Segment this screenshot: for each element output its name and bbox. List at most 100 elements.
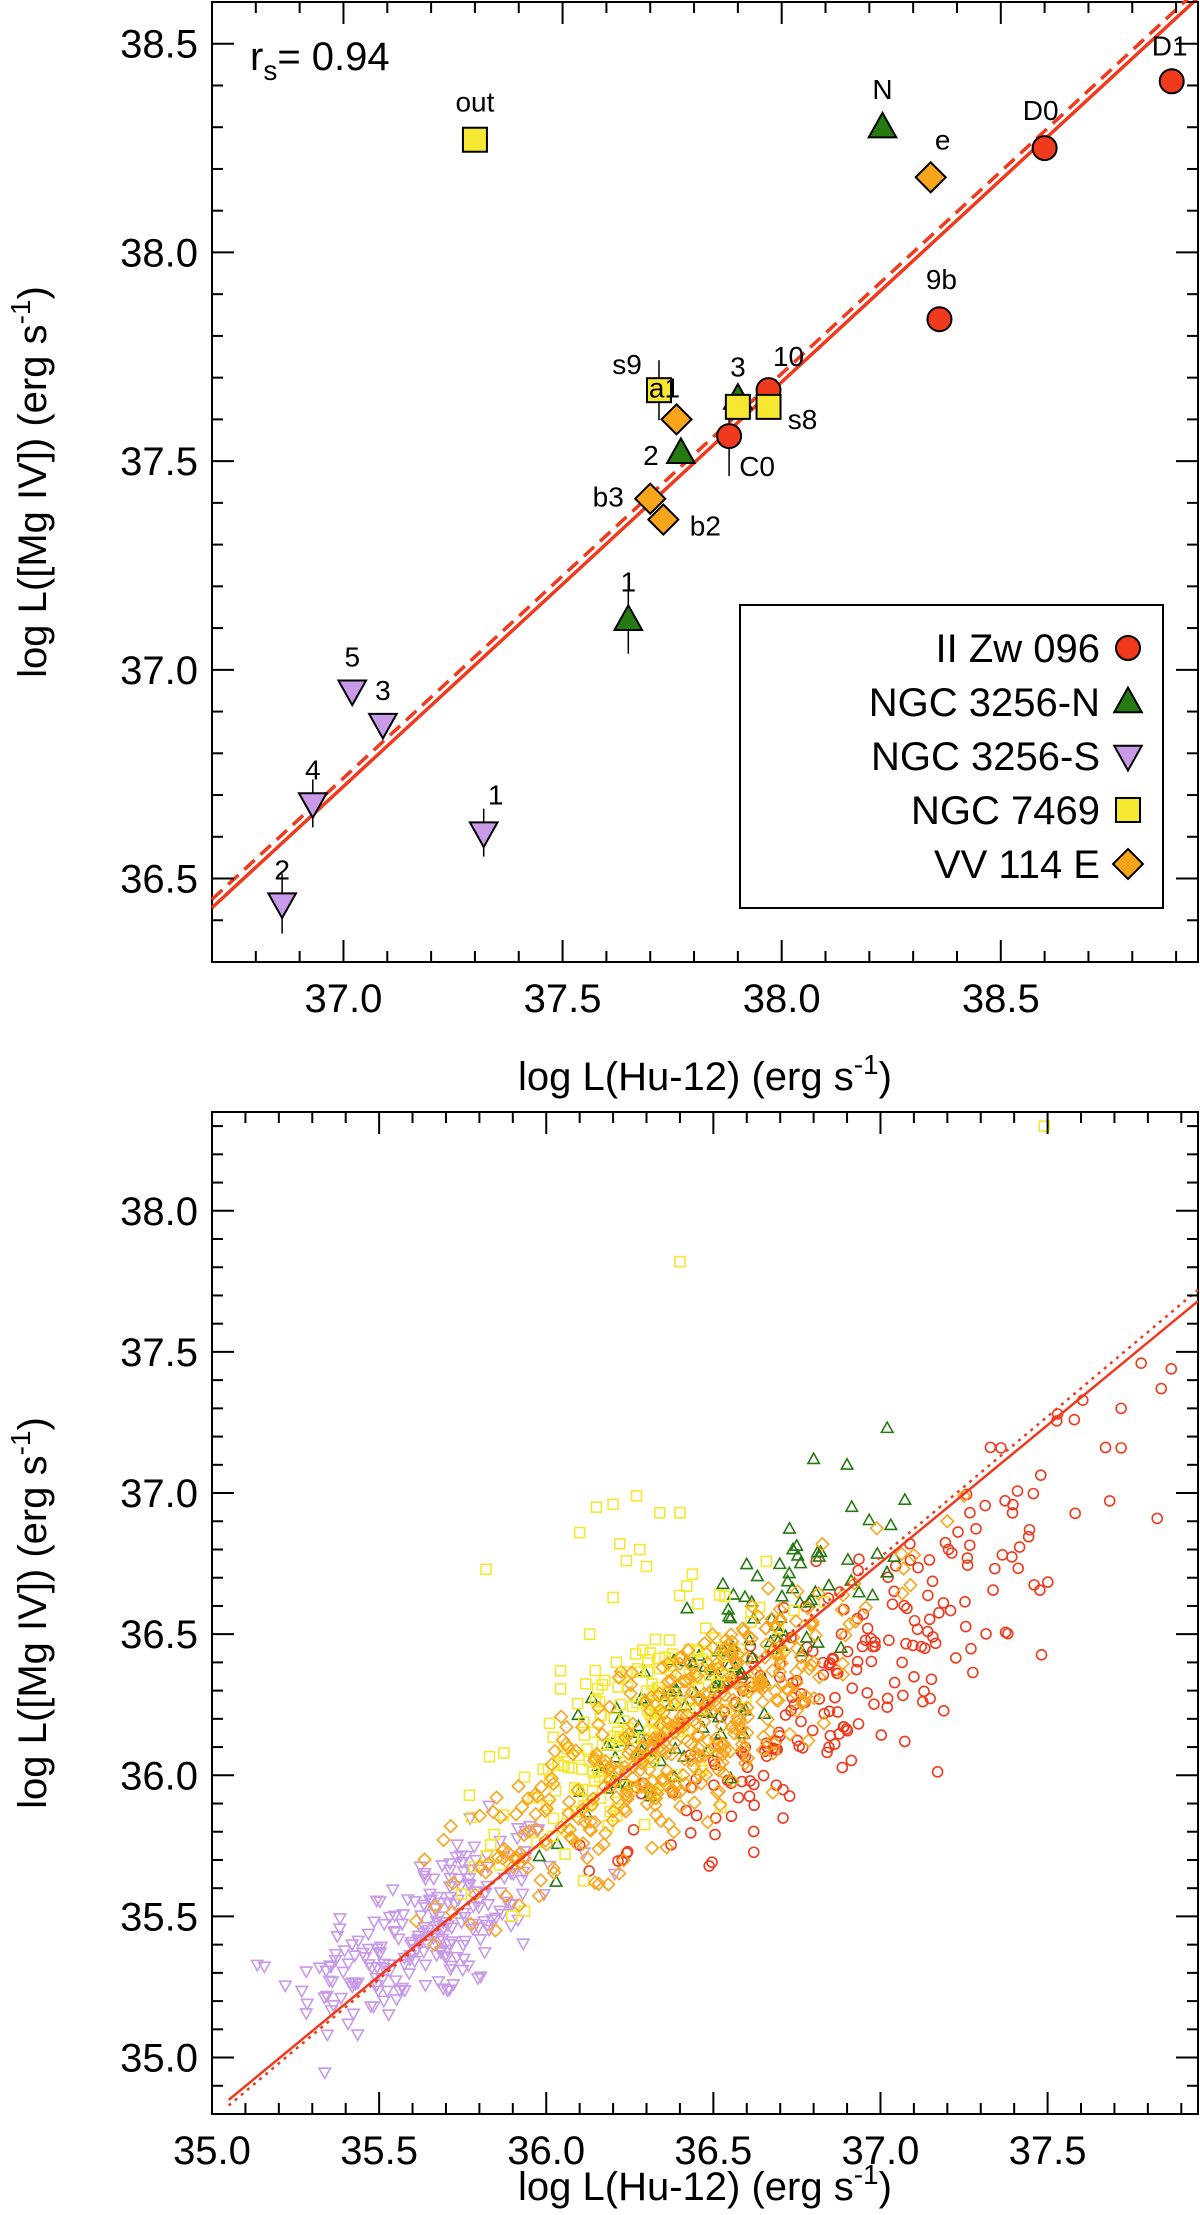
cloud-point <box>861 1622 874 1635</box>
cloud-point <box>544 1757 560 1772</box>
cloud-point <box>944 1604 957 1617</box>
cloud-point <box>999 1626 1012 1639</box>
cloud-point <box>473 1864 488 1878</box>
cloud-point <box>716 1640 732 1656</box>
y-tick-label: 35.0 <box>120 2037 198 2081</box>
cloud-point <box>516 1827 532 1843</box>
cloud-point <box>436 1832 451 1848</box>
point-label: 2 <box>643 440 659 471</box>
cloud-point <box>511 1897 527 1913</box>
cloud-point <box>611 1866 627 1881</box>
point-label: N <box>872 74 892 105</box>
legend-marker-vv114e <box>1111 847 1145 881</box>
cloud-point <box>608 1712 621 1725</box>
cloud-point <box>532 1848 547 1862</box>
cloud-point <box>602 1761 618 1776</box>
cloud-point <box>416 1946 431 1960</box>
cloud-point <box>320 2029 335 2043</box>
cloud-point <box>859 1634 872 1647</box>
cloud-point <box>554 1664 567 1677</box>
cloud-point <box>740 1709 756 1725</box>
cloud-point <box>792 1595 808 1608</box>
cloud-point <box>865 1587 880 1601</box>
cloud-point <box>772 1650 787 1666</box>
cloud-point <box>570 1782 586 1798</box>
cloud-point <box>518 1771 531 1783</box>
cloud-point <box>739 1700 755 1715</box>
cloud-point <box>446 1979 461 1992</box>
cloud-point <box>312 1962 327 1976</box>
cloud-point <box>790 1584 805 1599</box>
cloud-point <box>431 1976 446 1989</box>
cloud-point <box>625 1770 641 1786</box>
cloud-point <box>684 1827 697 1839</box>
cloud-point <box>803 1657 819 1673</box>
cloud-point <box>377 1918 392 1932</box>
cloud-point <box>702 1663 718 1678</box>
cloud-point <box>673 1715 689 1731</box>
cloud-point <box>562 1822 578 1838</box>
cloud-point <box>518 1905 531 1917</box>
cloud-point <box>673 1589 686 1602</box>
extra-point <box>939 1513 955 1529</box>
cloud-point <box>945 1547 958 1559</box>
cloud-point <box>455 1964 470 1978</box>
cloud-point <box>371 1985 386 1999</box>
point-label: 3 <box>375 675 391 706</box>
cloud-point <box>485 1804 501 1820</box>
cloud-point <box>743 1790 756 1803</box>
x-tick-label: 36.5 <box>674 2129 752 2173</box>
cloud-point <box>541 1799 553 1812</box>
cloud-point <box>793 1740 805 1753</box>
cloud-point <box>686 1568 699 1580</box>
cloud-point <box>389 1994 404 2007</box>
cloud-point <box>785 1541 801 1555</box>
cloud-point <box>587 1875 603 1891</box>
cloud-point <box>852 1564 864 1577</box>
cloud-point <box>543 1717 556 1730</box>
y-tick-label: 38.0 <box>120 231 198 275</box>
cloud-point <box>602 1738 615 1751</box>
cloud-point <box>659 1745 674 1761</box>
cloud-point <box>816 1715 832 1731</box>
cloud-point <box>692 1767 707 1783</box>
cloud-point <box>408 1913 424 1929</box>
extra-point <box>607 1591 619 1604</box>
cloud-point <box>723 1627 739 1643</box>
cloud-point <box>699 1622 712 1634</box>
cloud-point <box>471 1922 486 1935</box>
cloud-point <box>696 1713 712 1729</box>
cloud-point <box>613 1739 626 1752</box>
cloud-point <box>835 1667 851 1682</box>
cloud-point <box>801 1594 817 1608</box>
cloud-point <box>493 1809 508 1825</box>
cloud-point <box>1069 1507 1081 1520</box>
cloud-point <box>422 1895 437 1908</box>
cloud-point <box>836 1761 849 1774</box>
cloud-point <box>741 1684 757 1700</box>
cloud-point <box>607 1868 622 1882</box>
cloud-point <box>332 1923 347 1937</box>
cloud-point <box>583 1865 595 1877</box>
cloud-point <box>472 1859 487 1875</box>
cloud-point <box>442 1864 458 1878</box>
cloud-point <box>1012 1562 1025 1575</box>
cloud-point <box>840 1723 853 1735</box>
cloud-point <box>858 1600 874 1615</box>
iizw096-point <box>1031 135 1058 162</box>
cloud-point <box>835 1628 848 1640</box>
cloud-point <box>788 1664 804 1680</box>
cloud-point <box>683 1736 699 1752</box>
cloud-point <box>795 1695 811 1711</box>
ngc3256n-point <box>665 436 697 464</box>
cloud-point <box>345 1939 360 1952</box>
cloud-point <box>431 1935 446 1949</box>
cloud-point <box>693 1776 709 1791</box>
cloud-point <box>626 1700 639 1713</box>
cloud-point <box>711 1757 727 1773</box>
extra-point <box>1068 1413 1081 1426</box>
cloud-point <box>299 2008 314 2021</box>
cloud-point <box>450 1839 465 1853</box>
cloud-point <box>493 1835 508 1849</box>
